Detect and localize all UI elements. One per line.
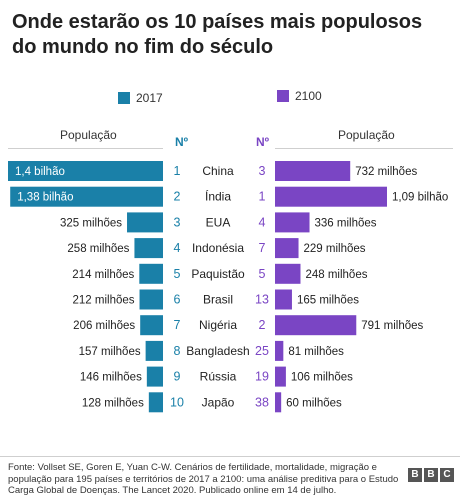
rank-2017: 7 [174,318,181,332]
rank-2017: 1 [174,164,181,178]
footer-divider [0,456,460,457]
rank-2017: 10 [170,395,184,409]
rank-2100: 2 [259,318,266,332]
value-label-2017: 128 milhões [82,397,144,409]
bar-2100 [275,366,286,387]
header-rank-2100: Nº [256,135,270,149]
header-rank-2017: Nº [175,135,189,149]
country-label: Nigéria [199,318,237,332]
value-label-2100: 248 milhões [305,269,367,281]
value-label-2017: 157 milhões [79,346,141,358]
bar-2100 [275,315,357,336]
legend-label-2100: 2100 [295,89,322,103]
bar-2017 [139,263,163,284]
rank-2100: 25 [255,344,269,358]
bar-2017 [8,161,163,181]
bar-2017 [145,340,163,361]
rank-2017: 5 [174,267,181,281]
rank-2100: 13 [255,293,269,307]
rank-2100: 1 [259,190,266,204]
rank-2100: 3 [259,164,266,178]
bbc-logo: B B C [408,468,454,482]
header-population-2017: População [60,128,117,142]
value-label-2100: 336 milhões [315,217,377,229]
bar-2017 [134,238,163,259]
value-label-2017: 1,38 bilhão [17,192,73,204]
bar-2017 [10,186,164,207]
value-label-2100: 229 milhões [304,243,366,255]
rank-2100: 7 [259,241,266,255]
bar-2100 [275,238,299,259]
bar-2017 [139,289,163,310]
rank-2100: 4 [259,215,266,229]
rank-2017: 9 [174,370,181,384]
bar-2100 [275,212,310,233]
country-label: Brasil [203,293,233,307]
value-label-2100: 791 milhões [361,320,423,332]
bbc-logo-letter: C [440,468,454,482]
bar-2100 [275,263,301,284]
value-label-2017: 325 milhões [60,217,122,229]
bar-2017 [146,366,163,387]
legend-swatch-2017 [118,92,130,104]
source-note: Fonte: Vollset SE, Goren E, Yuan C-W. Ce… [8,462,399,496]
rank-2100: 38 [255,395,269,409]
rank-2017: 3 [174,215,181,229]
bar-2017 [148,392,163,413]
bar-2100 [275,161,351,181]
population-bar-chart: 1,4 bilhão 1 China 3 732 milhões 1,38 bilhão 2… [8,161,448,413]
rank-2100: 5 [259,267,266,281]
country-label: Japão [202,395,235,409]
chart-title: Onde estarão os 10 países mais populosos… [12,11,423,58]
bar-2100 [275,289,292,310]
value-label-2017: 206 milhões [73,320,135,332]
bar-2100 [275,340,284,361]
bar-2100 [275,392,282,413]
bar-2017 [140,315,163,336]
legend-label-2017: 2017 [136,91,163,105]
country-label: Indonésia [192,241,244,255]
value-label-2017: 1,4 bilhão [15,166,65,178]
legend-swatch-2100 [277,90,289,102]
value-label-2017: 214 milhões [72,269,134,281]
value-label-2017: 212 milhões [73,295,135,307]
bar-2100 [275,186,387,207]
value-label-2100: 106 milhões [291,372,353,384]
value-label-2100: 60 milhões [286,397,342,409]
country-label: China [202,164,234,178]
bar-2017 [127,212,163,233]
country-label: Bangladesh [186,344,249,358]
rank-2017: 6 [174,293,181,307]
value-label-2100: 81 milhões [288,346,344,358]
rank-2017: 8 [174,344,181,358]
value-label-2100: 732 milhões [355,166,417,178]
header-rule-right [275,148,453,149]
header-rule-left [8,148,163,149]
bbc-logo-letter: B [408,468,422,482]
value-label-2100: 1,09 bilhão [392,192,448,204]
country-label: Índia [205,189,231,204]
value-label-2017: 146 milhões [80,372,142,384]
country-label: EUA [206,215,231,229]
country-label: Paquistão [191,267,245,281]
value-label-2100: 165 milhões [297,295,359,307]
value-label-2017: 258 milhões [67,243,129,255]
header-population-2100: População [338,128,395,142]
rank-2100: 19 [255,370,269,384]
country-label: Rússia [200,370,237,384]
bbc-logo-letter: B [424,468,438,482]
rank-2017: 4 [174,241,181,255]
rank-2017: 2 [174,190,181,204]
